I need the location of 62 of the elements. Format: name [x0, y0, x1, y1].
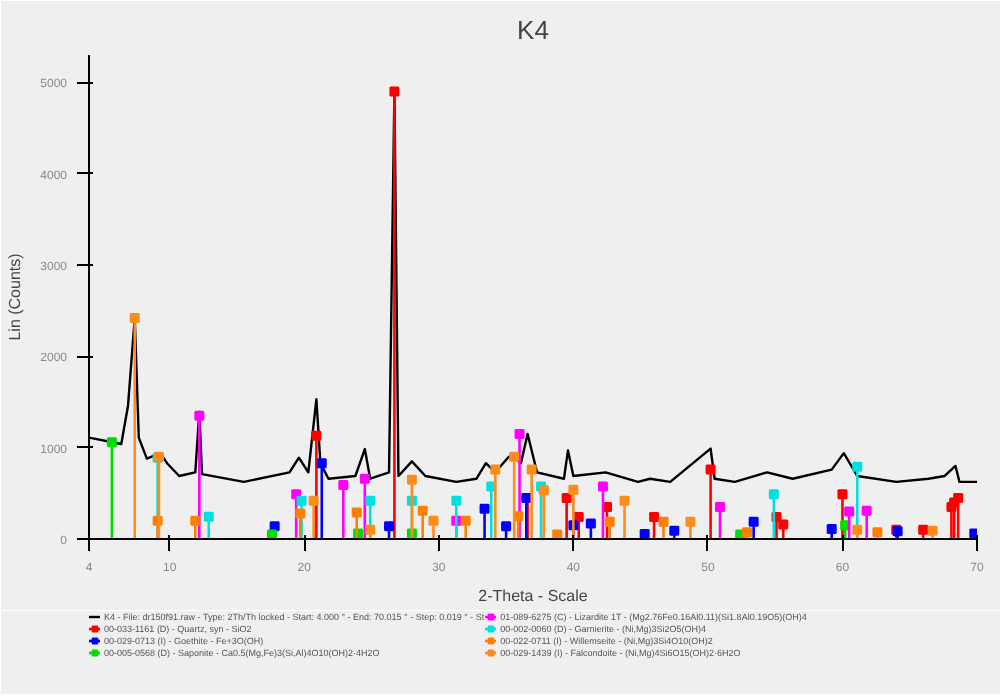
point [296, 495, 307, 506]
point [514, 428, 525, 439]
point [748, 516, 759, 527]
point [705, 464, 716, 475]
point [619, 495, 630, 506]
point [741, 527, 752, 538]
point [561, 492, 572, 503]
point [190, 515, 201, 526]
point [927, 525, 938, 536]
point [918, 524, 929, 535]
point [837, 489, 848, 500]
point [715, 502, 726, 513]
point [451, 495, 462, 506]
point [509, 451, 520, 462]
point [460, 515, 471, 526]
point [639, 528, 650, 539]
point [308, 495, 319, 506]
point [106, 437, 117, 448]
point [872, 527, 883, 538]
point [295, 508, 306, 519]
x-axis-title: 2-Theta - Scale [478, 587, 589, 605]
point [604, 516, 615, 527]
chart-title: K4 [517, 15, 549, 45]
point [490, 464, 501, 475]
point [658, 516, 669, 527]
point [365, 495, 376, 506]
point [479, 503, 490, 514]
point [585, 518, 596, 529]
point [194, 410, 205, 421]
y-axis-title: Lin (Counts) [6, 252, 25, 341]
point [852, 524, 863, 535]
point [669, 525, 680, 536]
point [852, 461, 863, 472]
point [501, 521, 512, 532]
point [129, 313, 140, 323]
point [552, 529, 563, 539]
point [311, 430, 322, 441]
point [826, 523, 837, 534]
point [389, 86, 400, 97]
point [685, 516, 696, 527]
point [969, 528, 977, 539]
point [778, 519, 789, 530]
point [203, 511, 214, 522]
point [953, 492, 964, 503]
point [359, 473, 370, 484]
point [266, 529, 277, 539]
point [338, 480, 349, 491]
point [768, 489, 779, 500]
point [417, 505, 428, 516]
point [365, 524, 376, 535]
point [316, 458, 327, 469]
point [384, 521, 395, 532]
point [861, 505, 872, 516]
point [526, 464, 537, 475]
point [351, 507, 362, 518]
point [649, 512, 660, 523]
point [568, 484, 579, 495]
point [844, 506, 855, 517]
point [428, 515, 439, 526]
point [291, 489, 302, 500]
point [597, 481, 608, 492]
point [406, 474, 417, 485]
